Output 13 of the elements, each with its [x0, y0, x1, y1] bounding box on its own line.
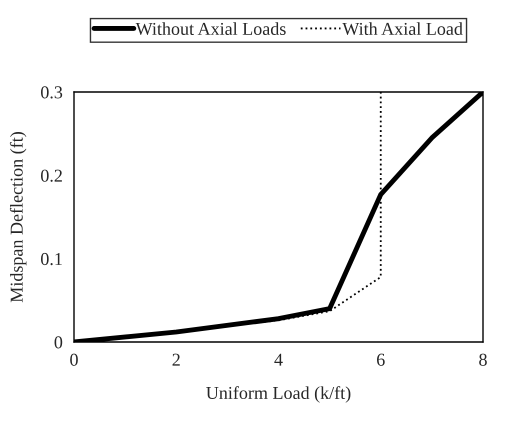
x-tick-label: 6 — [377, 354, 385, 366]
x-tick-label: 8 — [479, 354, 487, 366]
x-axis-title: Uniform Load (k/ft) — [206, 386, 350, 403]
y-tick-label: 0.3 — [41, 86, 62, 99]
x-tick-label: 0 — [70, 354, 78, 366]
y-tick-label: 0 — [54, 336, 62, 348]
y-axis-title: Midspan Deflection (ft) — [10, 132, 26, 302]
y-tick-label: 0.1 — [41, 252, 62, 266]
x-tick-label: 4 — [274, 354, 283, 366]
y-tick-label: 0.2 — [41, 170, 62, 182]
x-tick-label: 2 — [172, 354, 180, 366]
legend-label: With Axial Load — [342, 22, 463, 36]
legend-label: Without Axial Loads — [136, 22, 286, 36]
